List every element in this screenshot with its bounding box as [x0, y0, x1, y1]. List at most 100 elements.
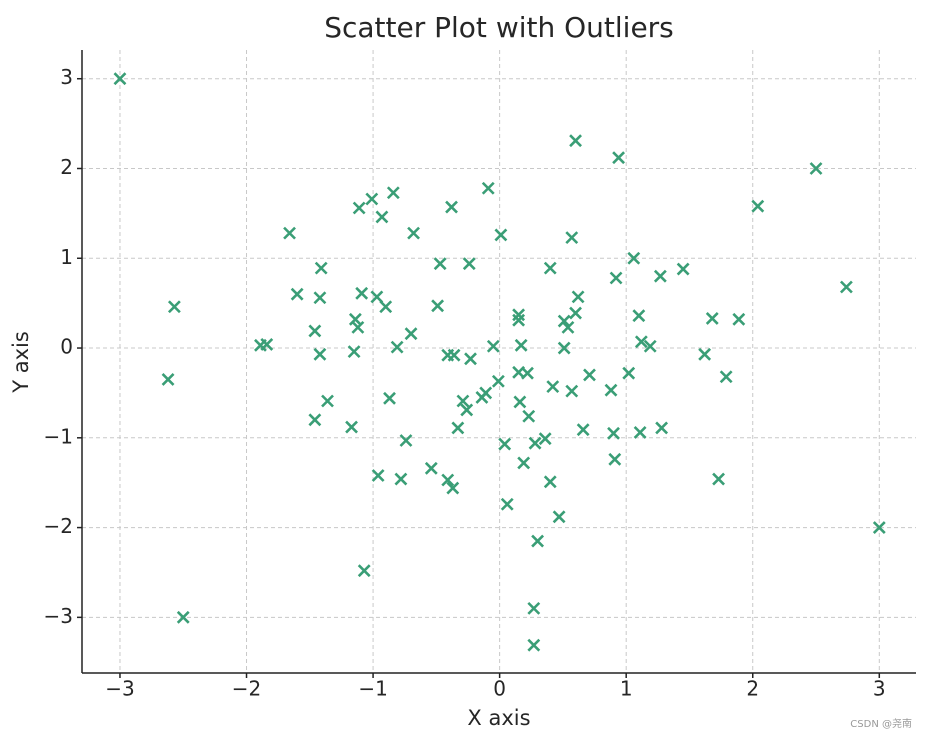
scatter-point: [622, 366, 636, 380]
scatter-point: [512, 313, 526, 327]
scatter-point: [456, 394, 470, 408]
scatter-point: [308, 413, 322, 427]
scatter-point: [632, 309, 646, 323]
scatter-point: [676, 262, 690, 276]
scatter-point: [633, 425, 647, 439]
scatter-point: [543, 261, 557, 275]
scatter-point: [565, 231, 579, 245]
scatter-point: [431, 299, 445, 313]
scatter-point: [379, 300, 393, 314]
scatter-point: [357, 564, 371, 578]
scatter-point: [351, 320, 365, 334]
y-tick-label: 0: [60, 335, 73, 359]
scatter-point: [604, 383, 618, 397]
scatter-point: [698, 347, 712, 361]
scatter-point: [313, 347, 327, 361]
scatter-point: [612, 151, 626, 165]
scatter-point: [527, 601, 541, 615]
scatter-point: [512, 308, 526, 322]
scatter-point: [522, 409, 536, 423]
scatter-point: [370, 290, 384, 304]
scatter-point: [321, 394, 334, 408]
scatter-point: [643, 339, 657, 353]
scatter-point: [521, 366, 534, 380]
scatter-point: [571, 290, 585, 304]
scatter-point: [161, 373, 175, 386]
scatter-point: [447, 348, 461, 362]
x-axis-label: X axis: [467, 706, 530, 730]
scatter-point: [383, 391, 396, 405]
scatter-point: [809, 162, 823, 175]
scatter-point: [634, 335, 648, 349]
scatter-point: [538, 432, 552, 446]
scatter-point: [375, 210, 389, 224]
scatter-point: [569, 306, 582, 320]
scatter-point: [491, 374, 505, 388]
scatter-point: [569, 134, 582, 148]
scatter-point: [705, 311, 719, 325]
scatter-point: [308, 324, 322, 338]
x-tick-label: 0: [493, 677, 506, 701]
scatter-point: [751, 199, 765, 213]
scatter-point: [355, 286, 369, 300]
scatter-point: [290, 287, 304, 301]
x-tick-label: 2: [746, 677, 759, 701]
scatter-point: [561, 320, 575, 334]
x-tick-label: −1: [358, 677, 387, 701]
scatter-point: [527, 638, 541, 652]
scatter-point: [441, 473, 455, 487]
scatter-point: [513, 395, 527, 409]
scatter-point: [576, 423, 590, 437]
scatter-point: [314, 261, 328, 275]
x-tick-label: −3: [105, 677, 134, 701]
scatter-point: [424, 461, 438, 475]
scatter-point: [500, 497, 514, 511]
scatter-point: [464, 352, 477, 366]
scatter-point: [451, 421, 465, 435]
scatter-point: [514, 338, 528, 352]
scatter-point: [167, 300, 181, 314]
scatter-point: [386, 186, 400, 200]
scatter-point: [460, 403, 474, 417]
scatter-point: [609, 271, 623, 285]
scatter-point: [583, 368, 596, 382]
scatter-point: [712, 472, 725, 486]
scatter-point: [113, 72, 127, 86]
scatter-point: [390, 340, 404, 354]
scatter-point: [394, 472, 408, 486]
scatter-point: [446, 481, 460, 495]
y-tick-label: 2: [60, 155, 73, 179]
scatter-point: [653, 269, 667, 283]
scatter-point: [494, 228, 508, 242]
scatter-point: [176, 610, 190, 624]
scatter-point: [347, 345, 361, 359]
scatter-point: [517, 456, 531, 470]
scatter-point: [872, 521, 886, 534]
scatter-point: [313, 291, 327, 305]
scatter-point: [498, 437, 512, 451]
scatter-point: [486, 339, 500, 353]
scatter-point: [546, 380, 560, 394]
scatter-point: [365, 192, 379, 206]
scatter-point: [655, 421, 669, 435]
y-tick-label: −3: [44, 604, 73, 628]
scatter-point: [607, 426, 620, 440]
y-tick-label: 3: [60, 65, 73, 89]
scatter-point: [433, 257, 447, 271]
scatter-point: [565, 384, 579, 398]
scatter-point: [352, 201, 366, 215]
scatter-point: [345, 420, 358, 434]
scatter-point: [407, 226, 420, 240]
scatter-point: [543, 475, 557, 489]
x-tick-label: 1: [620, 677, 633, 701]
x-tick-label: 3: [873, 677, 886, 701]
scatter-point: [404, 327, 418, 341]
scatter-point: [627, 251, 641, 265]
scatter-point: [557, 341, 571, 355]
scatter-point: [283, 226, 296, 240]
scatter-point: [531, 534, 545, 548]
y-axis-label: Y axis: [9, 331, 33, 394]
scatter-point: [475, 390, 489, 404]
